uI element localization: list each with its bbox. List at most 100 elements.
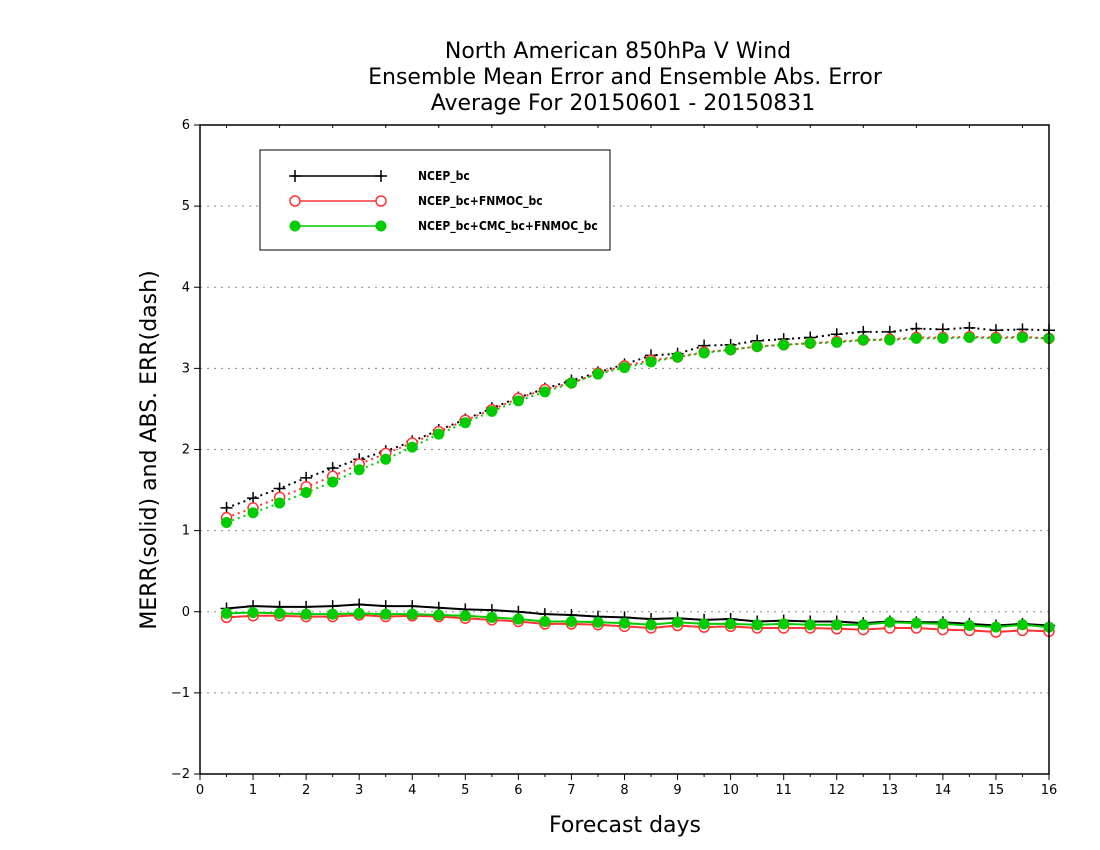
y-tick-label: 2 — [182, 443, 190, 458]
y-tick-label: 3 — [182, 361, 190, 376]
merr-point — [459, 610, 471, 622]
merr-point — [592, 616, 604, 628]
legend-item: NCEP_bc+FNMOC_bc — [289, 194, 543, 209]
chart-title-line-3: Average For 20150601 - 20150831 — [431, 91, 816, 116]
x-axis-label: Forecast days — [549, 813, 701, 838]
y-axis: −2 −1 0 1 2 3 4 5 6 — [171, 118, 200, 782]
abs-err-line — [226, 326, 1050, 509]
merr-point — [804, 619, 816, 631]
y-tick-label: −1 — [171, 686, 190, 701]
legend-label: NCEP_bc+CMC_bc+FNMOC_bc — [418, 219, 598, 234]
merr-point — [565, 615, 577, 627]
merr-point — [539, 615, 551, 627]
abs-err-point — [990, 332, 1002, 344]
abs-err-point — [778, 339, 790, 351]
legend-box — [259, 149, 611, 251]
x-axis: 0 1 2 3 4 5 6 7 8 9 10 11 12 13 14 15 16 — [196, 125, 1057, 798]
abs-err-point — [406, 441, 418, 453]
merr-point — [910, 617, 922, 629]
abs-err-point — [725, 344, 737, 356]
x-tick-label: 12 — [828, 783, 845, 798]
merr-point — [778, 618, 790, 630]
abs-err-point — [274, 497, 286, 509]
x-tick-label: 13 — [882, 783, 899, 798]
x-tick-label: 6 — [514, 783, 522, 798]
legend-marker — [289, 220, 301, 232]
x-tick-label: 14 — [935, 783, 952, 798]
merr-point — [406, 608, 418, 620]
y-tick-label: 4 — [182, 280, 190, 295]
legend-label: NCEP_bc — [418, 169, 470, 184]
merr-point — [725, 618, 737, 630]
x-tick-label: 3 — [355, 783, 363, 798]
abs-err-point — [751, 340, 763, 352]
abs-err-point — [884, 334, 896, 346]
chart-title-line-2: Ensemble Mean Error and Ensemble Abs. Er… — [368, 65, 883, 90]
x-tick-label: 9 — [673, 783, 681, 798]
abs-err-point — [380, 453, 392, 465]
x-tick-label: 4 — [408, 783, 416, 798]
x-tick-label: 0 — [196, 783, 204, 798]
y-axis-label: MERR(solid) and ABS. ERR(dash) — [137, 270, 162, 629]
y-tick-label: 6 — [182, 118, 190, 133]
abs-err-point — [937, 332, 949, 344]
y-tick-label: 5 — [182, 199, 190, 214]
legend-label: NCEP_bc+FNMOC_bc — [418, 194, 543, 209]
abs-err-point — [247, 507, 259, 519]
x-tick-label: 2 — [302, 783, 310, 798]
abs-err-point — [645, 356, 657, 368]
x-tick-label: 16 — [1041, 783, 1058, 798]
merr-point — [353, 607, 365, 619]
x-tick-label: 1 — [249, 783, 257, 798]
merr-point — [963, 620, 975, 632]
abs-err-point — [831, 336, 843, 348]
abs-err-point — [857, 334, 869, 346]
x-tick-label: 7 — [567, 783, 575, 798]
legend: NCEP_bc NCEP_bc+FNMOC_bc NCEP_bc+CMC_bc+FN… — [259, 149, 611, 251]
y-tick-label: 1 — [182, 524, 190, 539]
legend-marker — [375, 170, 387, 182]
merr-point — [751, 619, 763, 631]
abs-err-point — [486, 405, 498, 417]
y-tick-label: −2 — [171, 767, 190, 782]
abs-err-line — [226, 335, 1050, 519]
merr-point — [937, 618, 949, 630]
merr-point — [380, 608, 392, 620]
merr-point — [221, 607, 233, 619]
chart-title-line-1: North American 850hPa V Wind — [445, 39, 791, 64]
abs-err-point — [353, 464, 365, 476]
x-tick-label: 5 — [461, 783, 469, 798]
abs-err-point — [672, 351, 684, 363]
abs-err-point — [565, 377, 577, 389]
abs-err-point — [300, 486, 312, 498]
merr-point — [645, 619, 657, 631]
series-NCEP_bc+FNMOC_bc — [220, 330, 1055, 638]
legend-item: NCEP_bc+CMC_bc+FNMOC_bc — [289, 219, 598, 234]
legend-marker — [289, 170, 301, 182]
legend-marker — [375, 220, 387, 232]
merr-point — [247, 607, 259, 619]
abs-err-point — [221, 517, 233, 529]
abs-err-point — [1016, 332, 1028, 344]
merr-point — [433, 609, 445, 621]
merr-point — [512, 613, 524, 625]
series-NCEP_bc+CMC_bc+FNMOC_bc — [221, 332, 1055, 633]
abs-err-point — [433, 428, 445, 440]
abs-err-point — [698, 347, 710, 359]
abs-err-point — [539, 386, 551, 398]
x-tick-label: 8 — [620, 783, 628, 798]
abs-err-point — [804, 337, 816, 349]
merr-point — [619, 617, 630, 629]
abs-err-point — [592, 368, 604, 380]
merr-point — [698, 618, 710, 630]
series-layer — [220, 321, 1055, 638]
y-tick-label: 0 — [182, 605, 190, 620]
legend-marker — [375, 195, 387, 207]
legend-item: NCEP_bc — [289, 169, 470, 184]
abs-err-point — [910, 332, 922, 344]
merr-point — [831, 619, 843, 631]
merr-point — [486, 611, 498, 623]
abs-err-point — [963, 332, 975, 344]
legend-marker — [289, 195, 301, 207]
